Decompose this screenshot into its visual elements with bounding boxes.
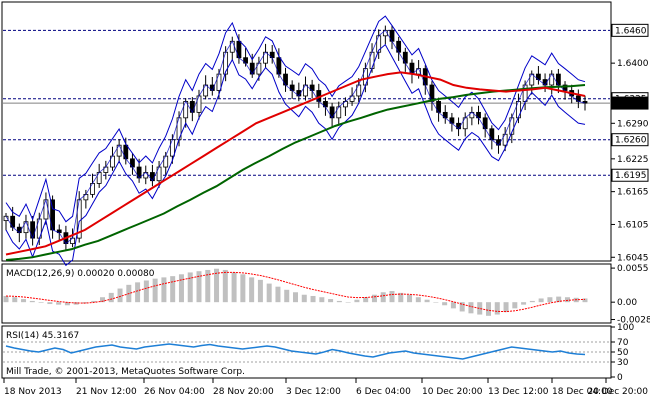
copyright-text: Mill Trade, © 2001-2013, MetaQuotes Soft… xyxy=(6,367,245,377)
price-tick-label: 1.6225 xyxy=(617,155,649,165)
macd-bar xyxy=(442,302,447,305)
macd-bar xyxy=(135,282,140,302)
time-tick-label: 20 Dec 20:00 xyxy=(587,387,648,397)
rsi-tick-label: 100 xyxy=(617,323,634,333)
macd-tick-label: 0.0055 xyxy=(617,264,649,274)
macd-bar xyxy=(311,296,316,302)
time-tick-label: 13 Dec 12:00 xyxy=(488,387,549,397)
time-tick-label: 3 Dec 12:00 xyxy=(286,387,341,397)
macd-bar xyxy=(109,293,114,302)
macd-bar xyxy=(240,274,245,302)
macd-bar xyxy=(170,276,175,302)
macd-bar xyxy=(153,279,158,303)
macd-bar xyxy=(521,302,526,304)
time-tick-label: 28 Nov 20:00 xyxy=(213,387,274,397)
rsi-tick-label: 70 xyxy=(617,338,629,348)
level-label: 1.6260 xyxy=(615,136,647,146)
macd-bar xyxy=(30,301,35,302)
rsi-tick-label: 50 xyxy=(617,348,629,358)
macd-bar xyxy=(416,297,421,302)
macd-bar xyxy=(390,291,395,302)
macd-bar xyxy=(547,297,552,302)
price-tick-label: 1.6045 xyxy=(617,253,649,263)
price-tick-label: 1.6290 xyxy=(617,119,649,129)
macd-label: MACD(12,26,9) 0.00020 0.00080 xyxy=(6,269,155,279)
macd-bar xyxy=(530,301,535,302)
price-tick-label: 1.6105 xyxy=(617,220,649,230)
macd-bar xyxy=(512,302,517,308)
level-label: 1.6327 xyxy=(615,99,647,109)
macd-bar xyxy=(328,299,333,302)
macd-bar xyxy=(433,302,438,303)
macd-bar xyxy=(12,297,17,302)
macd-bar xyxy=(486,302,491,316)
time-tick-label: 10 Dec 20:00 xyxy=(422,387,483,397)
macd-bar xyxy=(47,302,52,304)
macd-bar xyxy=(381,292,386,302)
macd-bar xyxy=(284,290,289,302)
rsi-label: RSI(14) 45.3167 xyxy=(6,331,79,341)
price-tick-label: 1.6400 xyxy=(617,59,649,69)
macd-bar xyxy=(39,302,44,303)
macd-bar xyxy=(258,280,263,302)
macd-bar xyxy=(232,272,237,302)
macd-bar xyxy=(407,295,412,302)
rsi-tick-label: 0 xyxy=(617,373,623,383)
macd-bar xyxy=(144,280,149,302)
macd-bar xyxy=(293,292,298,302)
macd-bar xyxy=(451,302,456,308)
macd-bar xyxy=(223,270,228,302)
level-label: 1.6460 xyxy=(615,26,647,36)
level-label: 1.6195 xyxy=(615,171,647,181)
macd-bar xyxy=(337,301,342,302)
macd-bar xyxy=(372,295,377,302)
price-tick-label: 1.6165 xyxy=(617,188,649,198)
macd-bar xyxy=(275,287,280,302)
macd-bar xyxy=(4,296,9,302)
macd-bar xyxy=(425,300,430,302)
macd-bar xyxy=(267,284,272,303)
macd-bar xyxy=(161,277,166,302)
time-tick-label: 18 Nov 2013 xyxy=(4,387,62,397)
macd-bar xyxy=(214,269,219,302)
macd-bar xyxy=(21,299,26,302)
macd-bar xyxy=(319,297,324,302)
macd-bar xyxy=(179,274,184,302)
macd-bar xyxy=(583,298,588,302)
macd-bar xyxy=(495,302,500,314)
time-tick-label: 6 Dec 04:00 xyxy=(356,387,411,397)
macd-bar xyxy=(354,300,359,302)
macd-bar xyxy=(91,301,96,302)
macd-tick-label: 0.00 xyxy=(617,298,637,308)
macd-bar xyxy=(118,289,123,303)
macd-bar xyxy=(302,295,307,302)
macd-bar xyxy=(468,302,473,313)
macd-bar xyxy=(565,297,570,302)
macd-bar xyxy=(539,298,544,302)
macd-bar xyxy=(346,302,351,303)
macd-bar xyxy=(56,302,61,304)
macd-bar xyxy=(188,272,193,302)
macd-bar xyxy=(504,302,509,312)
time-tick-label: 26 Nov 04:00 xyxy=(144,387,205,397)
rsi-tick-label: 30 xyxy=(617,358,629,368)
time-tick-label: 21 Nov 12:00 xyxy=(76,387,137,397)
macd-bar xyxy=(249,277,254,302)
